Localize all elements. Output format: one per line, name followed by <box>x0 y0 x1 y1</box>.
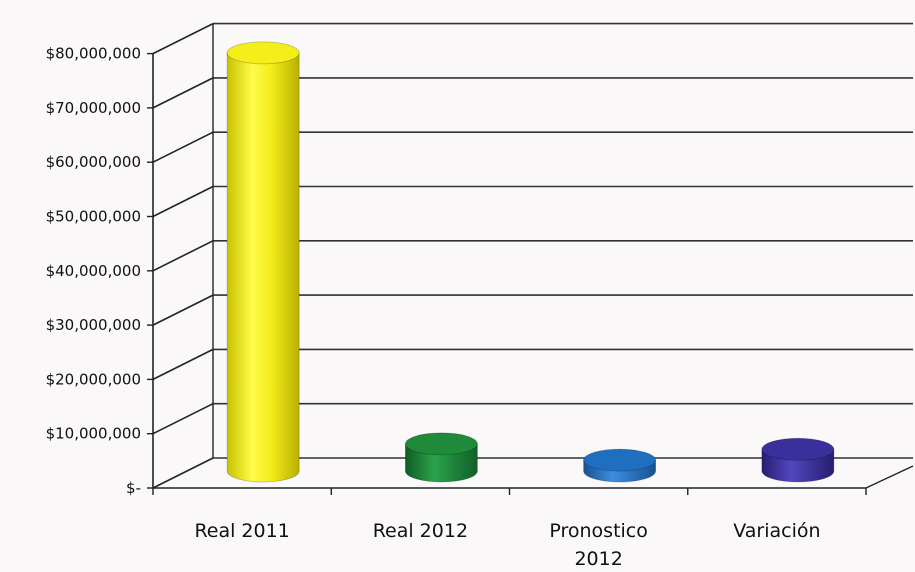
bar-top <box>404 432 478 456</box>
grid-layer <box>152 22 913 489</box>
y-tick-label: $80,000,000 <box>46 45 141 63</box>
bar-top <box>226 41 300 65</box>
gridline-diagonal <box>152 402 214 435</box>
gridline-diagonal <box>152 185 214 218</box>
bar-top <box>761 437 835 461</box>
x-category-label: 2012 <box>574 548 622 570</box>
gridline-diagonal <box>152 348 214 381</box>
x-category-label: Variación <box>733 520 820 542</box>
bar-body <box>226 52 300 483</box>
gridline-diagonal <box>152 457 214 489</box>
x-category-label: Real 2012 <box>373 520 468 542</box>
bar <box>761 437 835 483</box>
gridline-diagonal <box>152 240 214 272</box>
bars <box>226 41 835 483</box>
floor-edge <box>865 465 914 489</box>
gridline-diagonal <box>152 131 214 163</box>
axes <box>147 23 914 495</box>
y-tick-label: $60,000,000 <box>46 153 141 171</box>
gridline-diagonal <box>152 294 214 326</box>
bar <box>226 41 300 483</box>
x-category-label: Real 2011 <box>194 520 289 542</box>
gridline-diagonal <box>152 77 214 109</box>
y-tick-label: $20,000,000 <box>46 370 141 388</box>
y-tick-label: $- <box>126 479 141 497</box>
y-tick-label: $40,000,000 <box>46 262 141 280</box>
y-tick-label: $30,000,000 <box>46 316 141 334</box>
labels: $- $10,000,000 $20,000,000 $30,000,000 $40,0… <box>46 45 821 570</box>
bar-body <box>404 443 478 483</box>
gridline-diagonal <box>152 22 214 55</box>
bar <box>404 432 478 483</box>
y-tick-label: $10,000,000 <box>46 425 141 443</box>
y-tick-label: $70,000,000 <box>46 99 141 117</box>
bar <box>583 448 657 483</box>
x-category-label: Pronostico <box>549 520 648 542</box>
bar-top <box>583 448 657 472</box>
y-tick-label: $50,000,000 <box>46 208 141 226</box>
